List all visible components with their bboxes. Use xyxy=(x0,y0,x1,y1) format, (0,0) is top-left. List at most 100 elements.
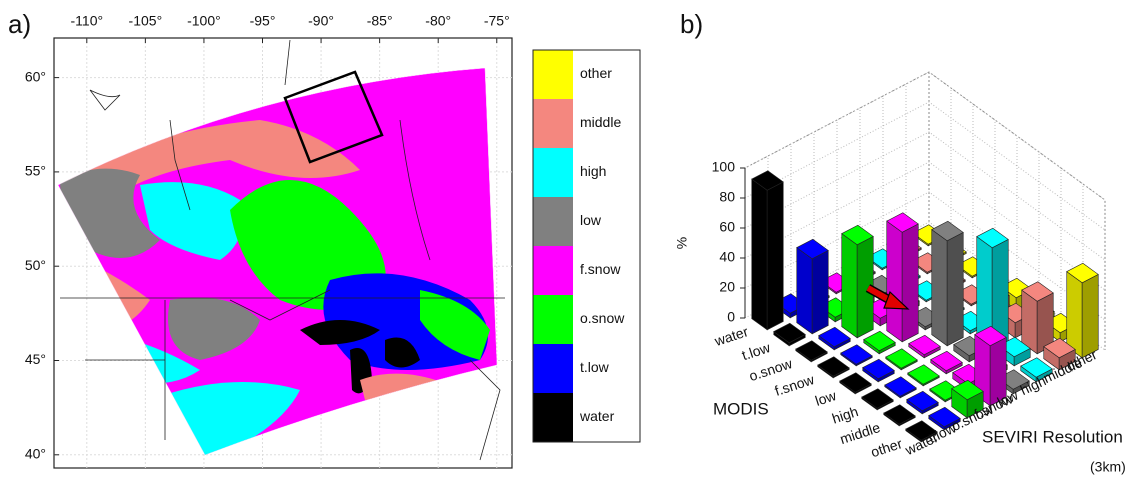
grid-line xyxy=(744,161,1106,291)
bar-side xyxy=(1081,273,1099,359)
x-tick-label: -100° xyxy=(187,13,221,29)
legend-label: f.snow xyxy=(580,261,621,277)
x-tick-label: -85° xyxy=(367,13,393,29)
bar-face xyxy=(751,178,768,331)
bar-top xyxy=(751,170,784,191)
panel-label: b) xyxy=(680,9,703,39)
bar-top xyxy=(974,325,1007,347)
legend-label: o.snow xyxy=(580,310,625,326)
bar-side xyxy=(946,231,964,347)
y-tick-label: 40° xyxy=(25,446,46,462)
x-tick-label: -80° xyxy=(425,13,451,29)
low-area-2 xyxy=(168,297,260,360)
bar-top xyxy=(1021,281,1054,302)
x-axis-title: MODIS xyxy=(713,399,769,418)
y-tick-label: 50° xyxy=(25,257,46,273)
z-axis-title: % xyxy=(674,237,690,249)
legend-swatch xyxy=(533,393,573,442)
bar-side xyxy=(811,249,829,335)
legend-label: other xyxy=(580,65,612,81)
bar-top xyxy=(930,350,963,372)
bar-side xyxy=(766,181,784,331)
legend-swatch xyxy=(533,50,573,99)
bar-top xyxy=(931,220,964,242)
z-tick-label: 60 xyxy=(719,219,735,235)
bar-top xyxy=(908,334,941,356)
y-axis-note: (3km) xyxy=(1090,459,1126,475)
bar-top xyxy=(1066,262,1099,284)
legend-label: high xyxy=(580,163,606,179)
z-tick-label: 0 xyxy=(727,309,735,325)
y-tick-label: 60° xyxy=(25,68,46,84)
grid-line xyxy=(744,101,1106,231)
legend-label: middle xyxy=(580,114,621,130)
bar-side xyxy=(901,223,919,343)
y-axis-title: SEVIRI Resolution xyxy=(982,427,1123,446)
coastlines xyxy=(60,39,505,461)
y-tick-label: 55° xyxy=(25,163,46,179)
bar-top xyxy=(998,336,1031,358)
bar-top xyxy=(773,322,806,344)
bar-face xyxy=(841,233,858,339)
bar-top xyxy=(976,227,1009,249)
great-lakes xyxy=(300,320,420,394)
bar-top xyxy=(1020,357,1053,378)
x-category-label: low xyxy=(813,387,839,409)
panel-label: a) xyxy=(8,9,31,39)
high-area xyxy=(140,182,243,260)
bar-top xyxy=(818,326,851,348)
bar-top xyxy=(928,406,961,428)
y-tick-label: 45° xyxy=(25,351,46,367)
grid-line xyxy=(744,71,1106,201)
x-category-label: t.low xyxy=(740,339,773,363)
legend-swatch xyxy=(533,148,573,197)
bar-top xyxy=(906,390,939,412)
legend-swatch xyxy=(533,246,573,295)
x-tick-label: -90° xyxy=(308,13,334,29)
bar-top xyxy=(1043,337,1076,359)
bar-face xyxy=(931,229,948,347)
bar-top xyxy=(905,420,938,441)
z-tick-label: 100 xyxy=(712,159,736,175)
bar-face xyxy=(886,220,903,343)
x-tick-label: -95° xyxy=(250,13,276,29)
bar-top xyxy=(862,358,895,380)
bar-top xyxy=(884,376,917,397)
bar-top xyxy=(841,224,874,246)
legend-swatch xyxy=(533,99,573,148)
bar-face xyxy=(796,247,813,335)
x-tick-label: -110° xyxy=(71,13,104,29)
bar-top xyxy=(861,388,894,409)
x-category-label: high xyxy=(830,403,860,426)
study-box xyxy=(283,70,384,164)
bar-top xyxy=(840,344,873,365)
bar-top xyxy=(839,372,872,393)
legend-label: low xyxy=(580,212,602,228)
bar-top xyxy=(951,379,984,401)
arrow-head xyxy=(883,290,910,310)
legend-swatch xyxy=(533,295,573,344)
grid-line xyxy=(744,131,1106,261)
bar-top xyxy=(795,340,828,361)
x-tick-label: -105° xyxy=(129,13,163,29)
bar-top xyxy=(907,364,940,385)
legend-label: t.low xyxy=(580,359,610,375)
bar-top xyxy=(883,404,916,425)
legend-swatch xyxy=(533,197,573,246)
x-category-label: other xyxy=(869,435,905,460)
x-tick-label: -75° xyxy=(484,13,510,29)
bar-top xyxy=(796,238,829,260)
z-tick-label: 80 xyxy=(719,189,735,205)
legend-label: water xyxy=(579,408,615,424)
bar-top xyxy=(885,348,918,369)
bar-top xyxy=(886,212,919,233)
legend-frame xyxy=(532,49,641,443)
x-category-label: water xyxy=(712,323,751,349)
z-tick-label: 20 xyxy=(719,279,735,295)
legend-swatch xyxy=(533,344,573,393)
osnow-area-2 xyxy=(420,290,490,360)
bar-top xyxy=(817,356,850,377)
z-tick-label: 40 xyxy=(719,249,735,265)
bar-top xyxy=(863,330,896,352)
